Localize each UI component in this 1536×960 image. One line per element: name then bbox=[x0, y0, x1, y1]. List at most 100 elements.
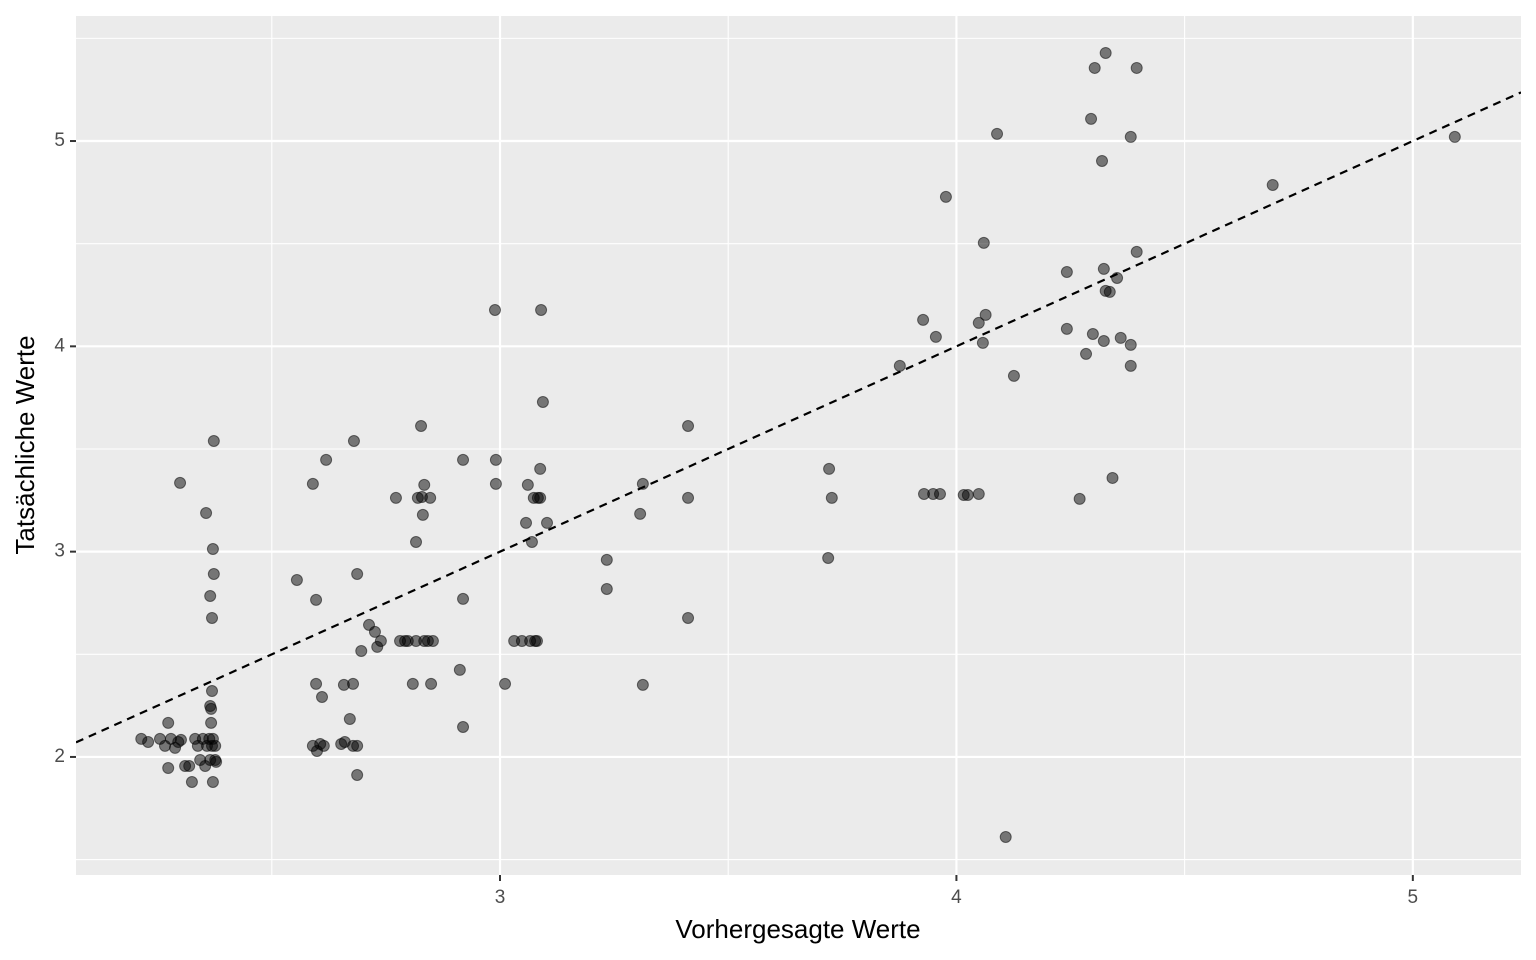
point bbox=[1060, 266, 1073, 279]
y-tick-label: 5 bbox=[54, 130, 65, 151]
point bbox=[1124, 338, 1137, 351]
point bbox=[489, 477, 502, 490]
point bbox=[534, 462, 547, 475]
x-axis-title: Vorhergesagte Werte bbox=[675, 914, 920, 944]
point bbox=[1096, 154, 1109, 167]
point bbox=[174, 476, 187, 489]
point bbox=[207, 568, 220, 581]
point bbox=[979, 308, 992, 321]
point bbox=[310, 593, 323, 606]
point bbox=[893, 359, 906, 372]
point bbox=[488, 303, 501, 316]
point bbox=[355, 645, 368, 658]
point bbox=[1080, 347, 1093, 360]
point bbox=[351, 568, 364, 581]
point bbox=[425, 677, 438, 690]
point bbox=[1106, 471, 1119, 484]
point bbox=[209, 739, 222, 752]
point bbox=[1073, 492, 1086, 505]
y-tick-label: 3 bbox=[54, 541, 65, 562]
x-tick-label: 3 bbox=[495, 887, 506, 908]
point bbox=[1448, 130, 1461, 143]
point bbox=[317, 739, 330, 752]
point bbox=[1130, 61, 1143, 74]
point bbox=[541, 516, 554, 529]
point bbox=[823, 462, 836, 475]
point bbox=[682, 491, 695, 504]
point bbox=[351, 769, 364, 782]
point bbox=[520, 516, 533, 529]
point bbox=[972, 316, 985, 329]
axes: 3 4 5 2 3 4 5 bbox=[54, 130, 1418, 908]
point bbox=[1124, 359, 1137, 372]
point bbox=[174, 733, 187, 746]
point bbox=[939, 190, 952, 203]
point bbox=[1060, 322, 1073, 335]
point bbox=[389, 491, 402, 504]
point bbox=[636, 477, 649, 490]
y-tick-label: 2 bbox=[54, 746, 65, 767]
point bbox=[521, 478, 534, 491]
point bbox=[977, 236, 990, 249]
point bbox=[1111, 271, 1124, 284]
point bbox=[347, 434, 360, 447]
point bbox=[290, 573, 303, 586]
point bbox=[1097, 334, 1110, 347]
point bbox=[536, 395, 549, 408]
point bbox=[961, 488, 974, 501]
point bbox=[1124, 130, 1137, 143]
point bbox=[200, 507, 213, 520]
point bbox=[1085, 112, 1098, 125]
point bbox=[1086, 328, 1099, 341]
point bbox=[534, 491, 547, 504]
point bbox=[499, 677, 512, 690]
point bbox=[1103, 285, 1116, 298]
point bbox=[204, 589, 217, 602]
point bbox=[368, 625, 381, 638]
point bbox=[410, 535, 423, 548]
point bbox=[933, 487, 946, 500]
points-layer bbox=[135, 46, 1461, 844]
point bbox=[351, 739, 364, 752]
point bbox=[416, 508, 429, 521]
point bbox=[1097, 262, 1110, 275]
point bbox=[600, 583, 613, 596]
panel-background bbox=[76, 16, 1521, 875]
point bbox=[1088, 61, 1101, 74]
point bbox=[162, 716, 175, 729]
point bbox=[976, 336, 989, 349]
point bbox=[418, 478, 431, 491]
y-tick-label: 4 bbox=[54, 335, 65, 356]
point bbox=[183, 759, 196, 772]
point bbox=[204, 700, 217, 713]
point bbox=[682, 611, 695, 624]
point bbox=[1099, 46, 1112, 59]
point bbox=[535, 303, 548, 316]
point bbox=[999, 831, 1012, 844]
point bbox=[343, 712, 356, 725]
point bbox=[457, 453, 470, 466]
point bbox=[185, 775, 198, 788]
point bbox=[457, 592, 470, 605]
point bbox=[347, 677, 360, 690]
point bbox=[205, 716, 218, 729]
point bbox=[424, 491, 437, 504]
point bbox=[206, 775, 219, 788]
point bbox=[206, 542, 219, 555]
x-tick-label: 4 bbox=[951, 887, 962, 908]
point bbox=[991, 127, 1004, 140]
point bbox=[457, 720, 470, 733]
point bbox=[320, 453, 333, 466]
reference-layer bbox=[76, 91, 1521, 744]
point bbox=[406, 677, 419, 690]
point bbox=[1130, 245, 1143, 258]
point bbox=[929, 330, 942, 343]
point bbox=[426, 634, 439, 647]
point bbox=[634, 507, 647, 520]
point bbox=[825, 491, 838, 504]
point bbox=[682, 419, 695, 432]
point bbox=[453, 663, 466, 676]
point bbox=[600, 553, 613, 566]
